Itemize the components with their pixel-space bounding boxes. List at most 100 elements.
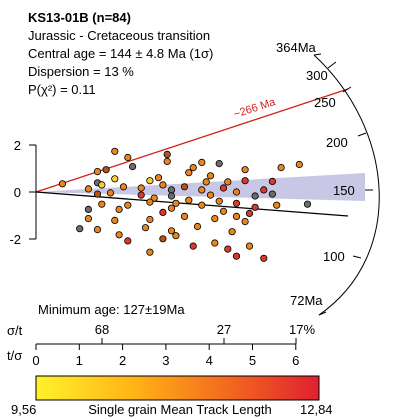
precision-tick-label: 0 xyxy=(32,353,39,368)
grain-point xyxy=(58,180,67,188)
grain-point xyxy=(232,199,241,207)
grain-point xyxy=(146,248,154,256)
grain-point xyxy=(277,164,285,172)
grain-point xyxy=(219,184,228,192)
grain-point xyxy=(232,252,241,260)
grain-point xyxy=(215,197,223,205)
grain-point xyxy=(232,212,241,220)
grain-point xyxy=(84,215,93,223)
grain-points xyxy=(58,147,312,262)
grain-point xyxy=(268,190,276,198)
grain-point xyxy=(202,178,210,186)
sigma-tick-label: 68 xyxy=(95,322,109,337)
grain-point xyxy=(167,192,176,200)
grain-point xyxy=(98,181,106,189)
precision-tick-label: 5 xyxy=(249,353,256,368)
grain-point xyxy=(163,157,171,165)
sigma-tick-label: 27 xyxy=(217,322,231,337)
grain-point xyxy=(137,184,145,192)
grain-point xyxy=(159,208,167,216)
grain-point xyxy=(219,207,228,215)
info-line-period: Jurassic - Cretaceous transition xyxy=(28,28,210,43)
age-tick-label-100: 100 xyxy=(323,249,345,264)
y-tick-label: -2 xyxy=(9,232,21,247)
grain-point xyxy=(260,186,268,194)
age-min-label: 72Ma xyxy=(290,293,323,308)
grain-point xyxy=(111,216,119,224)
grain-point xyxy=(106,189,115,197)
grain-point xyxy=(232,188,241,196)
precision-axis-label: t/σ xyxy=(7,348,22,363)
age-tick-200 xyxy=(357,132,367,137)
grain-point xyxy=(150,194,158,202)
grain-point xyxy=(206,172,215,180)
age-tick-72 xyxy=(318,311,327,316)
grain-point xyxy=(228,228,236,236)
sigma-axis-label: σ/t xyxy=(7,323,23,338)
grain-point xyxy=(111,175,119,183)
grain-point xyxy=(137,191,145,199)
grain-point xyxy=(206,191,215,199)
sigma-tick-label: 17% xyxy=(289,322,315,337)
precision-axis-ticks: 0 1 2 3 4 5 6 xyxy=(32,344,299,368)
grain-point xyxy=(180,212,189,220)
age-tick-250 xyxy=(342,86,352,93)
grain-point xyxy=(167,204,176,212)
grain-point xyxy=(198,186,206,194)
age-tick-label-300: 300 xyxy=(306,68,328,83)
grain-point xyxy=(189,164,197,172)
grain-point xyxy=(124,201,132,209)
y-tick-label: 2 xyxy=(14,138,21,153)
age-tick-label-250: 250 xyxy=(314,95,336,110)
chart-title: KS13-01B (n=84) xyxy=(28,10,131,25)
grain-point xyxy=(185,169,193,177)
grain-point xyxy=(245,209,254,217)
grain-point xyxy=(102,166,110,174)
grain-point xyxy=(260,254,268,262)
age-tick-label-150: 150 xyxy=(333,183,355,198)
grain-point xyxy=(172,199,180,207)
grain-point xyxy=(98,200,106,208)
info-line-central-age: Central age = 144 ± 4.8 Ma (1σ) xyxy=(28,46,213,61)
grain-point xyxy=(146,198,154,206)
grain-point xyxy=(124,153,132,162)
grain-point xyxy=(224,178,232,186)
colorbar-caption: Single grain Mean Track Length xyxy=(88,402,272,417)
age-tick-100 xyxy=(352,255,362,259)
colorbar xyxy=(35,375,320,401)
grain-point xyxy=(180,183,189,191)
grain-point xyxy=(111,147,119,155)
precision-tick-label: 6 xyxy=(292,353,299,368)
grain-point xyxy=(295,160,303,169)
grain-point xyxy=(268,177,276,185)
info-line-p-chi2: P(χ²) = 0.11 xyxy=(28,82,96,97)
colorbar-max-label: 12,84 xyxy=(300,402,333,417)
grain-point xyxy=(251,192,259,200)
grain-point xyxy=(84,185,93,193)
grain-point xyxy=(141,224,150,232)
grain-point xyxy=(84,205,93,213)
info-line-dispersion: Dispersion = 13 % xyxy=(28,64,134,79)
grain-point xyxy=(146,215,154,224)
grain-point xyxy=(241,177,249,185)
grain-point xyxy=(193,222,202,231)
grain-point xyxy=(93,190,102,198)
grain-point xyxy=(241,166,249,174)
age-tick-364 xyxy=(313,53,322,56)
grain-point xyxy=(198,201,206,209)
age-tick-300 xyxy=(327,61,337,69)
grain-point xyxy=(159,181,167,189)
grain-point xyxy=(129,163,137,171)
grain-point xyxy=(93,168,102,176)
age-tick-label-200: 200 xyxy=(326,135,348,150)
precision-tick-label: 1 xyxy=(76,353,83,368)
grain-point xyxy=(241,218,249,226)
grain-point xyxy=(93,226,102,234)
reference-age-label: ~266 Ma xyxy=(232,96,278,121)
grain-point xyxy=(159,235,167,243)
grain-point xyxy=(167,186,176,194)
grain-point xyxy=(211,239,219,247)
precision-tick-label: 3 xyxy=(162,353,169,368)
grain-point xyxy=(273,201,281,209)
